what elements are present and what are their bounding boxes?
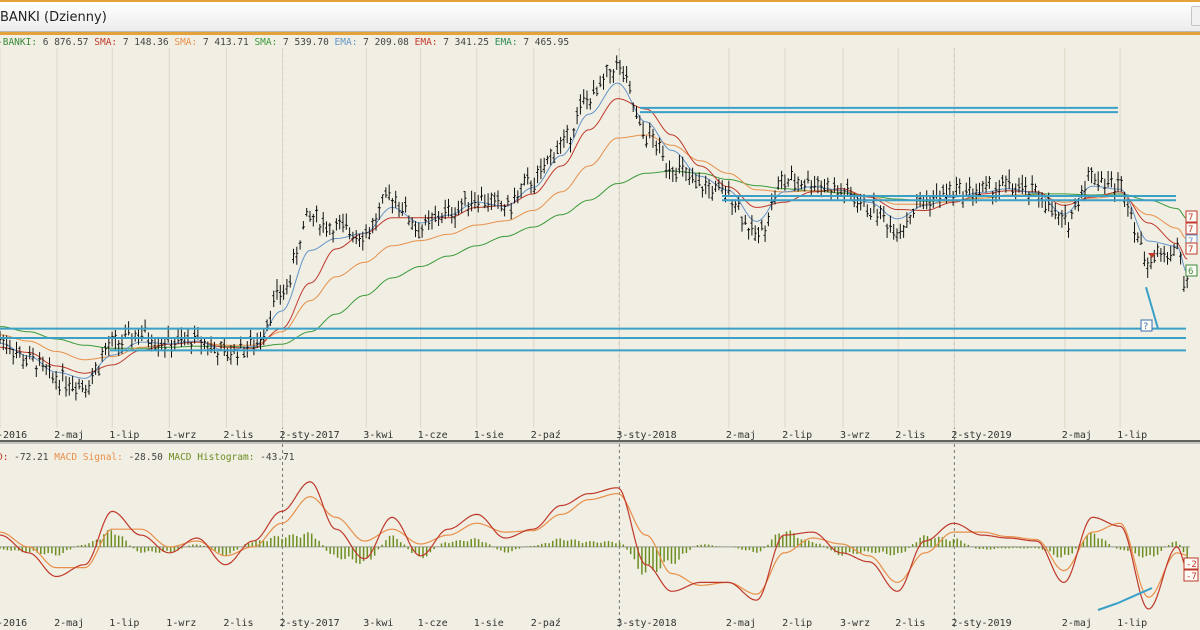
price-x-axis: -2016 2-maj 1-lip 1-wrz 2-lis 2-sty-2017 3-kwi… <box>0 429 1147 441</box>
x-tick-label: 3-wrz <box>840 618 870 629</box>
legend-label: SMA: <box>89 37 123 48</box>
x-tick-label: 1-wrz <box>166 618 196 629</box>
legend-value: 7 341.25 <box>443 37 489 48</box>
x-tick-label: 2-paź <box>531 617 561 629</box>
x-tick-label: 1-cze <box>418 430 448 441</box>
x-tick-label: 2-lip <box>782 430 812 441</box>
x-tick-label: 2-sty-2017 <box>280 430 340 441</box>
x-tick-label: 2-maj <box>726 618 756 629</box>
window-titlebar: BANKI (Dzienny) <box>0 0 1200 32</box>
x-tick-label: 1-lip <box>109 430 139 441</box>
legend-label: D: <box>0 452 14 463</box>
x-tick-label: 2-paź <box>531 429 561 441</box>
legend-value: 7 209.08 <box>363 37 409 48</box>
legend-value: -43.71 <box>260 452 295 463</box>
ema-mid-line <box>0 134 1188 361</box>
x-tick-label: 2-lis <box>223 430 253 441</box>
x-tick-label: 1-sie <box>474 430 504 441</box>
divergence-line <box>1097 602 1119 611</box>
x-tick-label: -2016 <box>0 618 27 629</box>
macd-signal-line <box>0 493 1188 598</box>
x-tick-label: 2-lis <box>895 618 925 629</box>
divergence-line <box>1117 587 1153 604</box>
ema-fast-line <box>0 82 1188 379</box>
macd-badge-text: -2 <box>1186 560 1197 570</box>
x-tick-label: 2-sty-2019 <box>951 430 1011 441</box>
x-tick-label: 2-lis <box>223 618 253 629</box>
macd-badge-text: -7 <box>1186 572 1197 582</box>
x-tick-label: 2-maj <box>1062 618 1092 629</box>
x-tick-label: 2-maj <box>54 430 84 441</box>
x-tick-label: 1-cze <box>418 618 448 629</box>
x-tick-label: 2-sty-2017 <box>280 618 340 629</box>
legend-label: MACD Signal: <box>49 452 129 463</box>
legend-label: EMA: <box>489 37 523 48</box>
x-tick-label: 3-kwi <box>363 430 393 441</box>
macd-x-axis: -2016 2-maj 1-lip 1-wrz 2-lis 2-sty-2017 3-kwi… <box>0 617 1147 629</box>
macd-line <box>0 481 1188 610</box>
accent-bar <box>0 32 1200 35</box>
macd-badge <box>1183 557 1199 570</box>
x-tick-label: 3-sty-2018 <box>616 430 676 441</box>
window-title: BANKI (Dzienny) <box>0 10 107 25</box>
x-tick-label: 2-lis <box>895 430 925 441</box>
price-badge-text: 7 <box>1188 213 1193 223</box>
projection-line <box>1145 286 1159 329</box>
legend-value: -28.50 <box>129 452 164 463</box>
price-badge <box>1185 222 1198 235</box>
down-arrow-icon <box>1148 253 1156 258</box>
price-badge-text: 6 <box>1188 267 1193 277</box>
x-tick-label: 1-lip <box>1117 430 1147 441</box>
legend-value: 7 148.36 <box>123 37 169 48</box>
price-badge-text: 7 <box>1188 237 1193 247</box>
price-badge <box>1140 319 1153 332</box>
sma-short-line <box>0 98 1188 374</box>
legend-value: 7 413.71 <box>203 37 249 48</box>
legend-label: EMA: <box>329 37 363 48</box>
macd-panel <box>0 481 1190 611</box>
legend-value: 7 465.95 <box>523 37 569 48</box>
x-tick-label: 3-kwi <box>363 618 393 629</box>
legend-value: 7 539.70 <box>283 37 329 48</box>
price-badge <box>1185 264 1198 277</box>
price-badge-text: 7 <box>1188 245 1193 255</box>
window-button[interactable] <box>1191 6 1200 26</box>
x-tick-label: 1-sie <box>474 618 504 629</box>
legend-label: EMA: <box>409 37 443 48</box>
legend-label: SMA: <box>249 37 283 48</box>
x-tick-label: 1-lip <box>109 618 139 629</box>
x-tick-label: 3-sty-2018 <box>616 618 676 629</box>
legend-label: SMA: <box>169 37 203 48</box>
x-tick-label: 1-wrz <box>166 430 196 441</box>
price-badge <box>1185 210 1198 223</box>
legend-label: MACD Histogram: <box>163 452 260 463</box>
x-tick-label: 2-maj <box>726 430 756 441</box>
price-badge-text: 7 <box>1188 225 1193 235</box>
x-tick-label: 2-lip <box>782 618 812 629</box>
legend-label: -BANKI: <box>0 37 43 48</box>
legend-value: -72.21 <box>14 452 49 463</box>
macd-badge <box>1183 569 1199 582</box>
x-tick-label: 3-wrz <box>840 430 870 441</box>
price-legend: -BANKI: 6 876.57 SMA: 7 148.36 SMA: 7 41… <box>0 37 569 48</box>
sma-long-line <box>0 170 1188 349</box>
price-badge <box>1185 242 1198 255</box>
x-tick-label: 2-sty-2019 <box>951 618 1011 629</box>
legend-value: 6 876.57 <box>43 37 89 48</box>
x-tick-label: 2-maj <box>1062 430 1092 441</box>
price-badge-text: ? <box>1143 322 1148 332</box>
price-panel <box>0 48 1189 630</box>
x-tick-label: -2016 <box>0 430 27 441</box>
x-tick-label: 1-lip <box>1117 618 1147 629</box>
x-tick-label: 2-maj <box>54 618 84 629</box>
macd-legend: D: -72.21 MACD Signal: -28.50 MACD Histo… <box>0 452 295 463</box>
